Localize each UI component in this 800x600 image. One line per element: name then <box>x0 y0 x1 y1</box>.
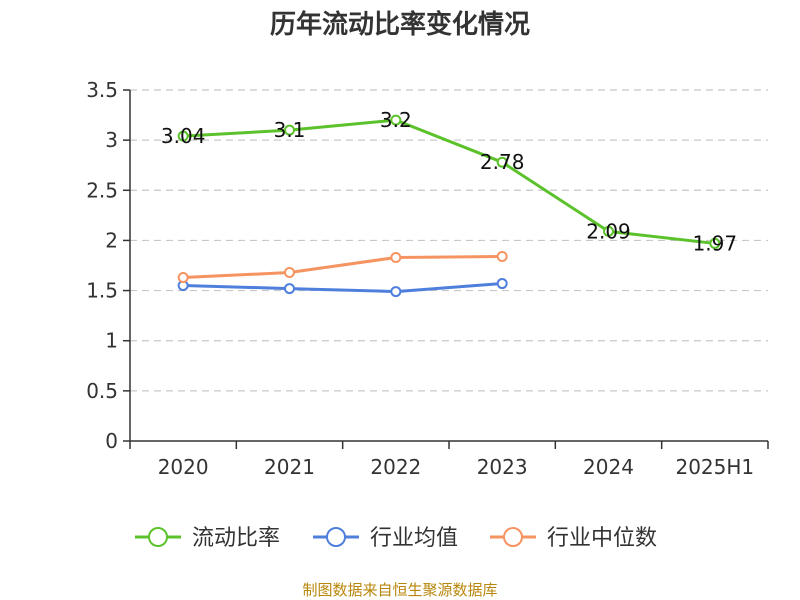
series-lines <box>183 118 716 294</box>
data-label: 2.09 <box>586 219 631 243</box>
data-point <box>390 114 402 126</box>
data-point <box>177 272 189 284</box>
x-axis-ticks: 2020 2021 2022 2023 2024 2025H1 <box>158 455 754 479</box>
y-tick-label: 2.5 <box>86 178 118 202</box>
x-tick-label: 2020 <box>158 455 209 479</box>
data-labels: 3.04 3.1 3.2 2.78 2.09 1.97 <box>161 108 737 255</box>
y-tick-label: 0.5 <box>86 379 118 403</box>
legend-marker <box>148 527 168 547</box>
chart-title: 历年流动比率变化情况 <box>270 9 530 40</box>
data-point <box>390 286 402 298</box>
legend-label: 行业中位数 <box>547 526 657 551</box>
y-tick-label: 3 <box>105 128 118 152</box>
data-point <box>177 130 189 142</box>
series-line <box>183 254 503 280</box>
y-tick-label: 2 <box>105 228 118 252</box>
legend-label: 流动比率 <box>192 526 280 551</box>
data-point <box>709 237 721 249</box>
y-axis-ticks: 0 0.5 1 1.5 2 2.5 3 3.5 <box>86 78 118 453</box>
data-point <box>496 278 508 290</box>
x-tick-label: 2022 <box>370 455 421 479</box>
series-line <box>183 118 716 245</box>
grid-lines <box>130 89 768 392</box>
data-label: 2.78 <box>480 150 525 174</box>
x-tick-label: 2024 <box>583 455 634 479</box>
data-label: 3.2 <box>380 108 412 132</box>
legend: 流动比率 行业均值 行业中位数 <box>135 526 657 551</box>
y-tick-label: 3.5 <box>86 78 118 102</box>
data-point <box>496 156 508 168</box>
x-tick-label: 2025H1 <box>675 455 754 479</box>
y-tick-label: 1.5 <box>86 279 118 303</box>
legend-marker <box>503 527 523 547</box>
legend-marker <box>326 527 346 547</box>
source-note: 制图数据来自恒生聚源数据库 <box>302 581 497 599</box>
data-label: 1.97 <box>693 231 738 255</box>
data-point <box>390 251 402 263</box>
data-point <box>496 250 508 262</box>
data-point <box>284 124 295 136</box>
data-point <box>284 283 295 295</box>
y-tick-label: 1 <box>105 329 118 353</box>
data-point <box>603 225 614 237</box>
x-tick-label: 2023 <box>477 455 528 479</box>
data-label: 3.1 <box>274 118 306 142</box>
data-label: 3.04 <box>161 124 206 148</box>
data-point <box>284 267 295 279</box>
series-line <box>183 282 503 294</box>
axes <box>123 89 769 449</box>
x-tick-label: 2021 <box>264 455 315 479</box>
series-points <box>177 114 721 298</box>
legend-label: 行业均值 <box>370 526 458 551</box>
y-tick-label: 0 <box>105 429 118 453</box>
